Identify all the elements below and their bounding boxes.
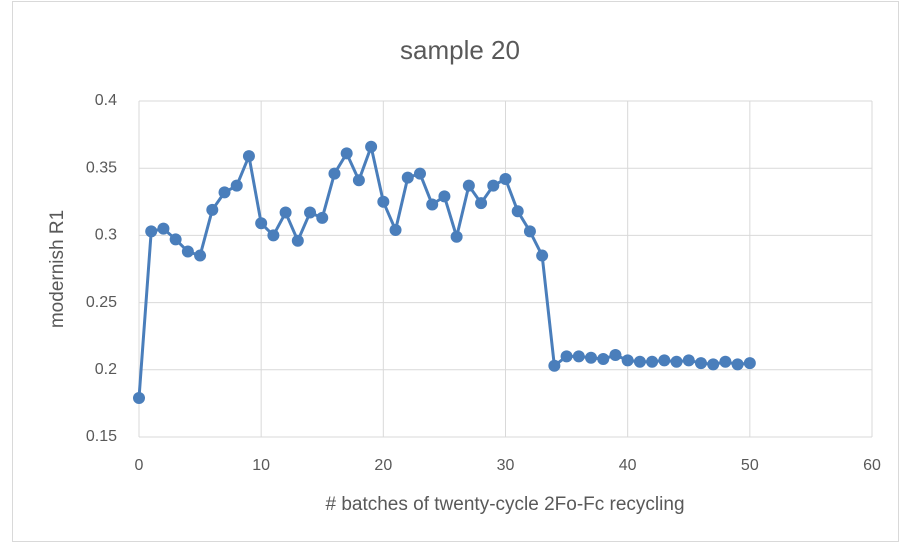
- data-point: [181, 245, 194, 258]
- data-point: [548, 359, 561, 372]
- data-point: [523, 225, 536, 238]
- data-point: [670, 355, 683, 368]
- data-point: [572, 350, 585, 363]
- data-point: [499, 172, 512, 185]
- data-point: [194, 249, 207, 262]
- data-point: [743, 357, 756, 370]
- data-point: [694, 357, 707, 370]
- y-tick-label: 0.4: [95, 92, 117, 109]
- data-point: [487, 179, 500, 192]
- data-point: [242, 150, 255, 163]
- data-point: [426, 198, 439, 211]
- chart-frame: [12, 1, 899, 542]
- data-point: [352, 174, 365, 187]
- data-point: [621, 354, 634, 367]
- x-axis-label: # batches of twenty-cycle 2Fo-Fc recycli…: [325, 494, 684, 515]
- data-point: [438, 190, 451, 203]
- data-point: [267, 229, 280, 242]
- data-point: [365, 140, 378, 153]
- data-point: [328, 167, 341, 180]
- data-point: [230, 179, 243, 192]
- data-point: [646, 355, 659, 368]
- y-tick-label: 0.3: [95, 227, 117, 244]
- x-tick-label: 30: [497, 457, 515, 474]
- data-point: [707, 358, 720, 371]
- data-point: [413, 167, 426, 180]
- data-point: [218, 186, 231, 199]
- data-point: [731, 358, 744, 371]
- x-tick-label: 20: [374, 457, 392, 474]
- y-tick-label: 0.35: [86, 159, 117, 176]
- data-point: [389, 224, 402, 237]
- x-tick-label: 60: [863, 457, 881, 474]
- data-point: [560, 350, 573, 363]
- data-point: [633, 355, 646, 368]
- y-tick-label: 0.15: [86, 428, 117, 445]
- data-point: [462, 179, 475, 192]
- y-axis-label: modernish R1: [47, 210, 68, 328]
- data-point: [450, 230, 463, 243]
- data-point: [401, 171, 414, 184]
- data-point: [585, 351, 598, 364]
- data-point: [340, 147, 353, 160]
- data-point: [719, 355, 732, 368]
- y-tick-label: 0.25: [86, 294, 117, 311]
- x-tick-label: 10: [252, 457, 270, 474]
- x-tick-label: 40: [619, 457, 637, 474]
- data-point: [279, 206, 292, 219]
- data-point: [475, 197, 488, 210]
- y-tick-label: 0.2: [95, 361, 117, 378]
- data-point: [206, 203, 219, 216]
- data-point: [304, 206, 317, 219]
- chart-title: sample 20: [400, 35, 520, 65]
- data-point: [597, 353, 610, 366]
- data-point: [316, 211, 329, 224]
- data-point: [658, 354, 671, 367]
- data-point: [133, 392, 145, 405]
- data-point: [682, 354, 695, 367]
- data-point: [169, 233, 182, 246]
- data-point: [145, 225, 158, 238]
- data-point: [291, 234, 304, 247]
- data-point: [609, 349, 622, 362]
- x-tick-label: 50: [741, 457, 759, 474]
- x-tick-label: 0: [135, 457, 144, 474]
- data-point: [511, 205, 524, 218]
- data-point: [157, 222, 170, 235]
- data-point: [377, 195, 390, 208]
- data-point: [536, 249, 549, 262]
- data-point: [255, 217, 268, 230]
